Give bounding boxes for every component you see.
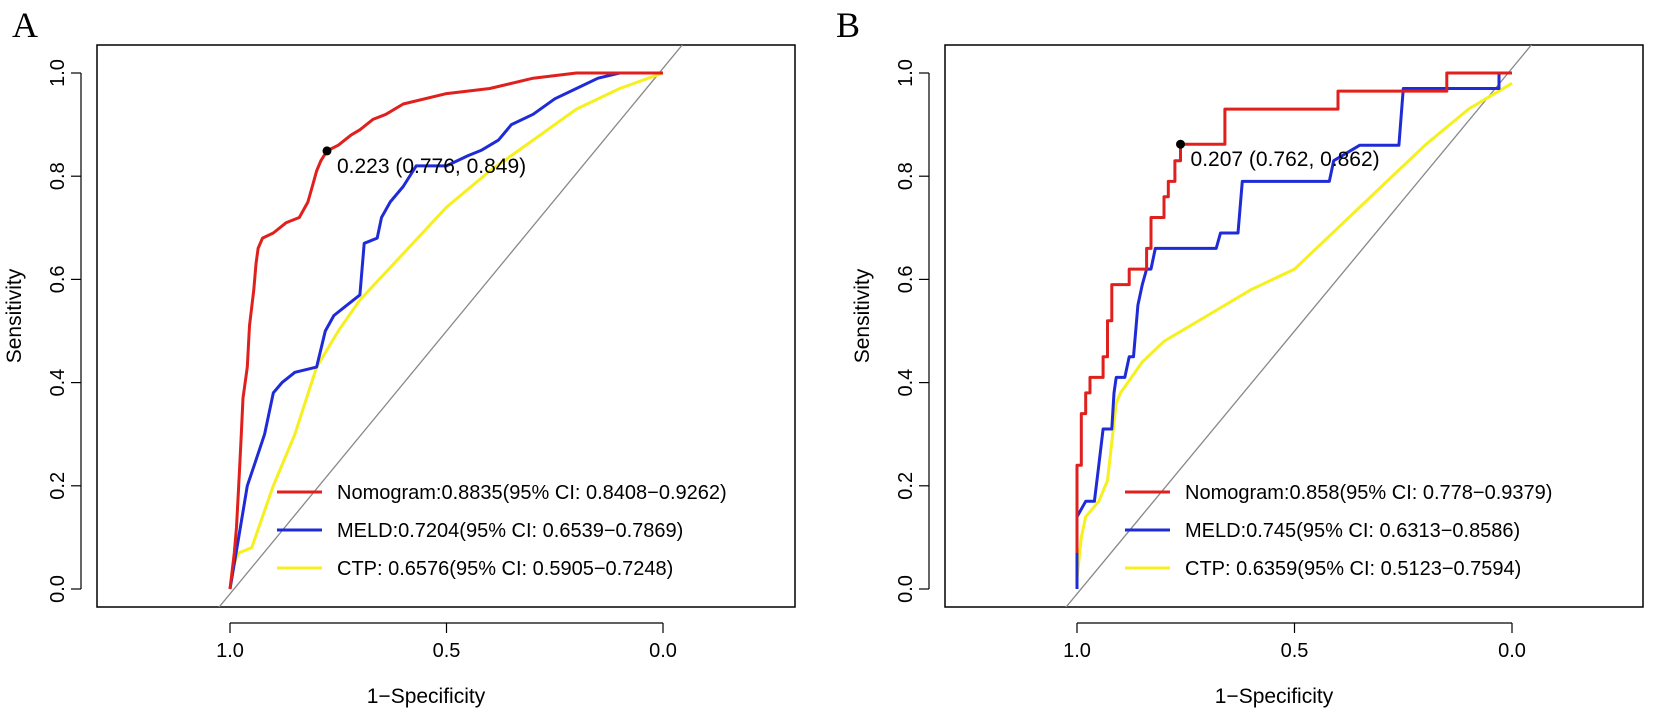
roc-curve-ctp	[1075, 82, 1513, 579]
x-tick-label: 0.5	[1281, 640, 1309, 662]
x-tick-label: 0.5	[433, 640, 461, 662]
panel-letter-b: B	[836, 5, 860, 45]
legend-label-meld: MELD:0.7204(95% CI: 0.6539−0.7869)	[337, 520, 683, 542]
y-tick-label: 0.4	[895, 369, 917, 397]
legend-label-nomogram: Nomogram:0.8835(95% CI: 0.8408−0.9262)	[337, 482, 727, 504]
cutoff-label: 0.223 (0.776, 0.849)	[337, 155, 526, 178]
cutoff-label: 0.207 (0.762, 0.862)	[1191, 148, 1380, 171]
x-axis-title: 1−Specificity	[1215, 685, 1334, 708]
roc-curve-ctp	[228, 71, 664, 590]
roc-curve-meld	[228, 71, 663, 590]
plot-frame	[944, 44, 1644, 608]
cutoff-point	[1176, 139, 1186, 149]
legend-label-nomogram: Nomogram:0.858(95% CI: 0.778−0.9379)	[1185, 482, 1552, 504]
panel-letter-a: A	[12, 5, 38, 45]
x-tick-label: 0.0	[649, 640, 677, 662]
y-axis-title: Sensitivity	[3, 268, 26, 363]
legend-label-ctp: CTP: 0.6359(95% CI: 0.5123−0.7594)	[1185, 558, 1521, 580]
x-tick-label: 1.0	[216, 640, 244, 662]
y-tick-label: 1.0	[895, 59, 917, 87]
y-tick-label: 0.6	[47, 265, 69, 293]
plot-frame	[96, 44, 796, 608]
legend-label-ctp: CTP: 0.6576(95% CI: 0.5905−0.7248)	[337, 558, 673, 580]
y-tick-label: 1.0	[47, 59, 69, 87]
diagonal-reference-line	[1065, 45, 1533, 607]
y-tick-label: 0.2	[47, 472, 69, 500]
roc-curve-nomogram	[228, 71, 663, 590]
y-tick-label: 0.8	[895, 162, 917, 190]
legend-label-meld: MELD:0.745(95% CI: 0.6313−0.8586)	[1185, 520, 1520, 542]
y-tick-label: 0.0	[47, 575, 69, 603]
panel-b: B 1.0 0.5 0.0 0.0 0.2 0.4 0.6 0.8 1.0 1−Specifici…	[836, 5, 1644, 708]
roc-curve-nomogram	[1075, 71, 1512, 553]
x-tick-label: 1.0	[1063, 640, 1091, 662]
y-tick-label: 0.6	[895, 265, 917, 293]
y-tick-label: 0.8	[47, 162, 69, 190]
y-tick-label: 0.0	[895, 575, 917, 603]
panel-a: A 1.0 0.5 0.0 0.0 0.2 0.4 0.6 0.8 1.0 1−Specifici…	[3, 5, 796, 708]
y-tick-label: 0.2	[895, 472, 917, 500]
x-tick-label: 0.0	[1498, 640, 1526, 662]
x-axis-title: 1−Specificity	[367, 685, 486, 708]
y-axis-title: Sensitivity	[851, 268, 874, 363]
diagonal-reference-line	[218, 45, 684, 607]
y-tick-label: 0.4	[47, 369, 69, 397]
cutoff-point	[322, 146, 332, 156]
